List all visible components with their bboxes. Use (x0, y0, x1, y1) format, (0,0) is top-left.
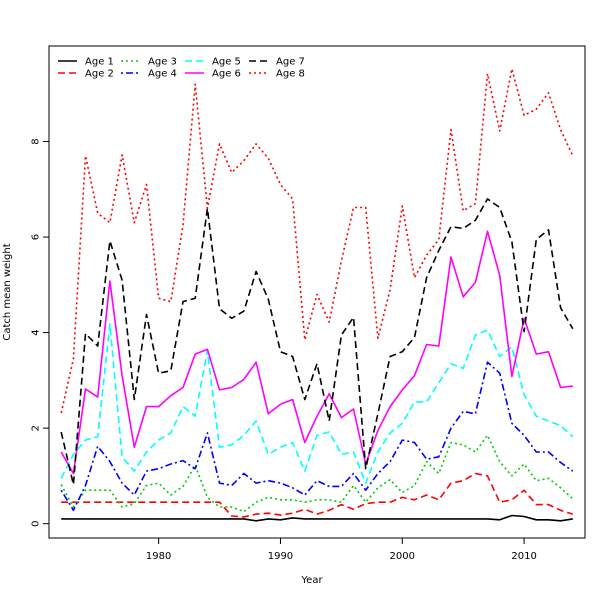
x-tick-label: 2000 (390, 551, 415, 562)
series-line-3 (60, 434, 574, 513)
series-line-4 (60, 361, 574, 512)
y-tick-label: 0 (31, 520, 42, 526)
y-tick-label: 2 (31, 425, 42, 431)
series-layer (60, 68, 574, 522)
legend-label-4: Age 4 (148, 69, 177, 80)
series-line-1 (61, 514, 573, 522)
legend-label-2: Age 2 (85, 69, 114, 80)
x-axis-title: Year (300, 575, 323, 586)
y-tick-label: 8 (31, 138, 42, 144)
legend-label-6: Age 6 (212, 69, 241, 80)
series-line-7 (60, 198, 574, 486)
series-line-8 (60, 68, 574, 414)
series-line-6 (60, 230, 573, 475)
series-line-5 (60, 323, 574, 484)
y-axis-title: Catch mean weight (2, 243, 13, 340)
x-tick-label: 1980 (146, 551, 171, 562)
legend-label-5: Age 5 (212, 57, 241, 68)
legend-label-8: Age 8 (276, 69, 305, 80)
series-line-2 (61, 472, 574, 518)
legend-label-3: Age 3 (148, 57, 177, 68)
x-tick-label: 1990 (268, 551, 293, 562)
y-tick-label: 4 (31, 329, 42, 335)
legend-label-7: Age 7 (276, 57, 305, 68)
x-tick-label: 2010 (511, 551, 536, 562)
x-axis: 1980 1990 2000 2010 (146, 537, 537, 562)
y-axis: 0 2 4 6 8 (31, 138, 50, 527)
y-tick-label: 6 (31, 234, 42, 240)
legend-label-1: Age 1 (85, 57, 114, 68)
